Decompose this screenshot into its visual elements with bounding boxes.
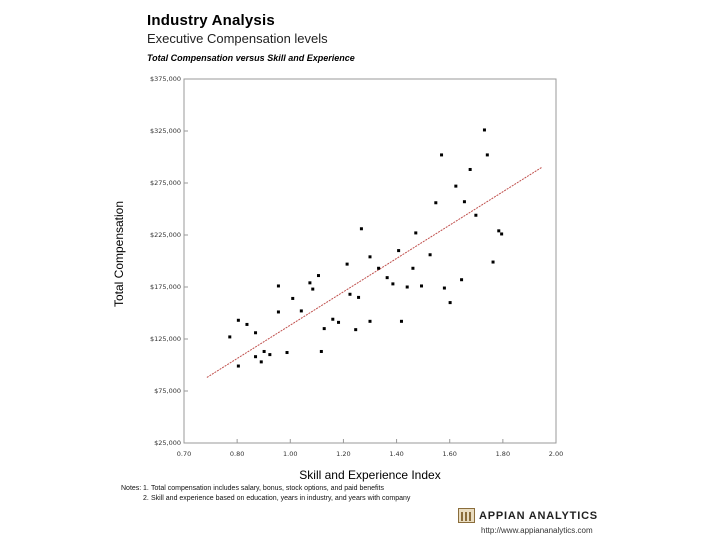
data-point	[405, 285, 409, 289]
data-point	[311, 287, 315, 291]
data-point	[276, 284, 280, 288]
brand-name: APPIAN ANALYTICS	[479, 509, 598, 522]
data-point	[299, 309, 303, 313]
note-number: 2.	[143, 495, 149, 502]
data-point	[228, 335, 232, 339]
data-point	[442, 286, 446, 290]
y-tick-label: $225,000	[150, 231, 181, 239]
data-point	[236, 318, 240, 322]
data-point	[474, 213, 478, 217]
x-tick-label: 0.70	[177, 450, 191, 458]
y-axis-label: Total Compensation	[112, 201, 126, 307]
data-point	[308, 281, 312, 285]
page-subtitle: Executive Compensation levels	[147, 31, 328, 46]
y-tick-label: $125,000	[150, 335, 181, 343]
note-number: 1.	[143, 485, 149, 492]
data-point	[357, 295, 361, 299]
data-point	[497, 229, 501, 233]
note-row-1: Notes: 1. Total compensation includes sala…	[121, 484, 410, 494]
notes: Notes: 1. Total compensation includes sala…	[121, 484, 410, 504]
data-point	[482, 128, 486, 132]
data-point	[368, 255, 372, 259]
y-tick-label: $275,000	[150, 179, 181, 187]
data-point	[399, 319, 403, 323]
data-point	[500, 232, 504, 236]
note-text: Skill and experience based on education,…	[151, 495, 411, 502]
data-point	[359, 227, 363, 231]
y-tick-label: $375,000	[150, 75, 181, 83]
chart-title: Total Compensation versus Skill and Expe…	[147, 53, 355, 63]
x-tick-label: 2.00	[549, 450, 563, 458]
x-axis-ticks: 0.70 0.80 1.00 1.20 1.40 1.60 1.80 2.00	[177, 439, 563, 458]
y-tick-label: $25,000	[154, 439, 181, 447]
data-points	[228, 128, 504, 368]
data-point	[259, 360, 263, 364]
plot-area	[183, 78, 557, 444]
data-point	[236, 364, 240, 368]
data-point	[262, 349, 266, 353]
building-icon	[458, 508, 475, 523]
trend-line	[206, 166, 542, 378]
data-point	[331, 317, 335, 321]
data-point	[411, 266, 415, 270]
data-point	[285, 351, 289, 355]
x-tick-label: 1.00	[283, 450, 297, 458]
data-point	[245, 322, 249, 326]
data-point	[254, 331, 258, 335]
y-axis-ticks: $25,000 $75,000 $125,000 $175,000 $225,000 $2…	[150, 75, 188, 447]
data-point	[254, 355, 258, 359]
data-point	[491, 260, 495, 264]
data-point	[291, 296, 295, 300]
data-point	[385, 276, 389, 280]
data-point	[460, 278, 464, 282]
brand-url[interactable]: http://www.appiananalytics.com	[481, 526, 593, 535]
notes-label: Notes:	[121, 485, 142, 492]
x-axis-label: Skill and Experience Index	[299, 468, 440, 482]
data-point	[440, 153, 444, 157]
page-title: Industry Analysis	[147, 12, 275, 29]
y-tick-label: $325,000	[150, 127, 181, 135]
data-point	[345, 262, 349, 266]
y-tick-label: $175,000	[150, 283, 181, 291]
note-text: Total compensation includes salary, bonu…	[151, 485, 384, 492]
x-tick-label: 1.80	[496, 450, 510, 458]
note-row-2: 2. Skill and experience based on educatio…	[121, 494, 410, 504]
data-point	[319, 349, 323, 353]
x-tick-label: 0.80	[230, 450, 244, 458]
data-point	[391, 282, 395, 286]
data-point	[468, 167, 472, 171]
data-point	[414, 231, 418, 235]
data-point	[434, 201, 438, 205]
data-point	[420, 284, 424, 288]
data-point	[268, 353, 272, 357]
data-point	[348, 292, 352, 296]
data-point	[337, 320, 341, 324]
data-point	[397, 249, 401, 253]
brand-logo: APPIAN ANALYTICS	[458, 508, 598, 523]
x-tick-label: 1.60	[442, 450, 456, 458]
data-point	[354, 328, 358, 332]
x-tick-label: 1.40	[389, 450, 403, 458]
data-point	[276, 310, 280, 314]
x-tick-label: 1.20	[336, 450, 350, 458]
data-point	[316, 274, 320, 278]
data-point	[322, 327, 326, 331]
data-point	[448, 301, 452, 305]
data-point	[485, 153, 489, 157]
data-point	[368, 319, 372, 323]
data-point	[454, 184, 458, 188]
data-point	[428, 253, 432, 257]
data-point	[462, 200, 466, 204]
data-point	[377, 266, 381, 270]
y-tick-label: $75,000	[154, 387, 181, 395]
